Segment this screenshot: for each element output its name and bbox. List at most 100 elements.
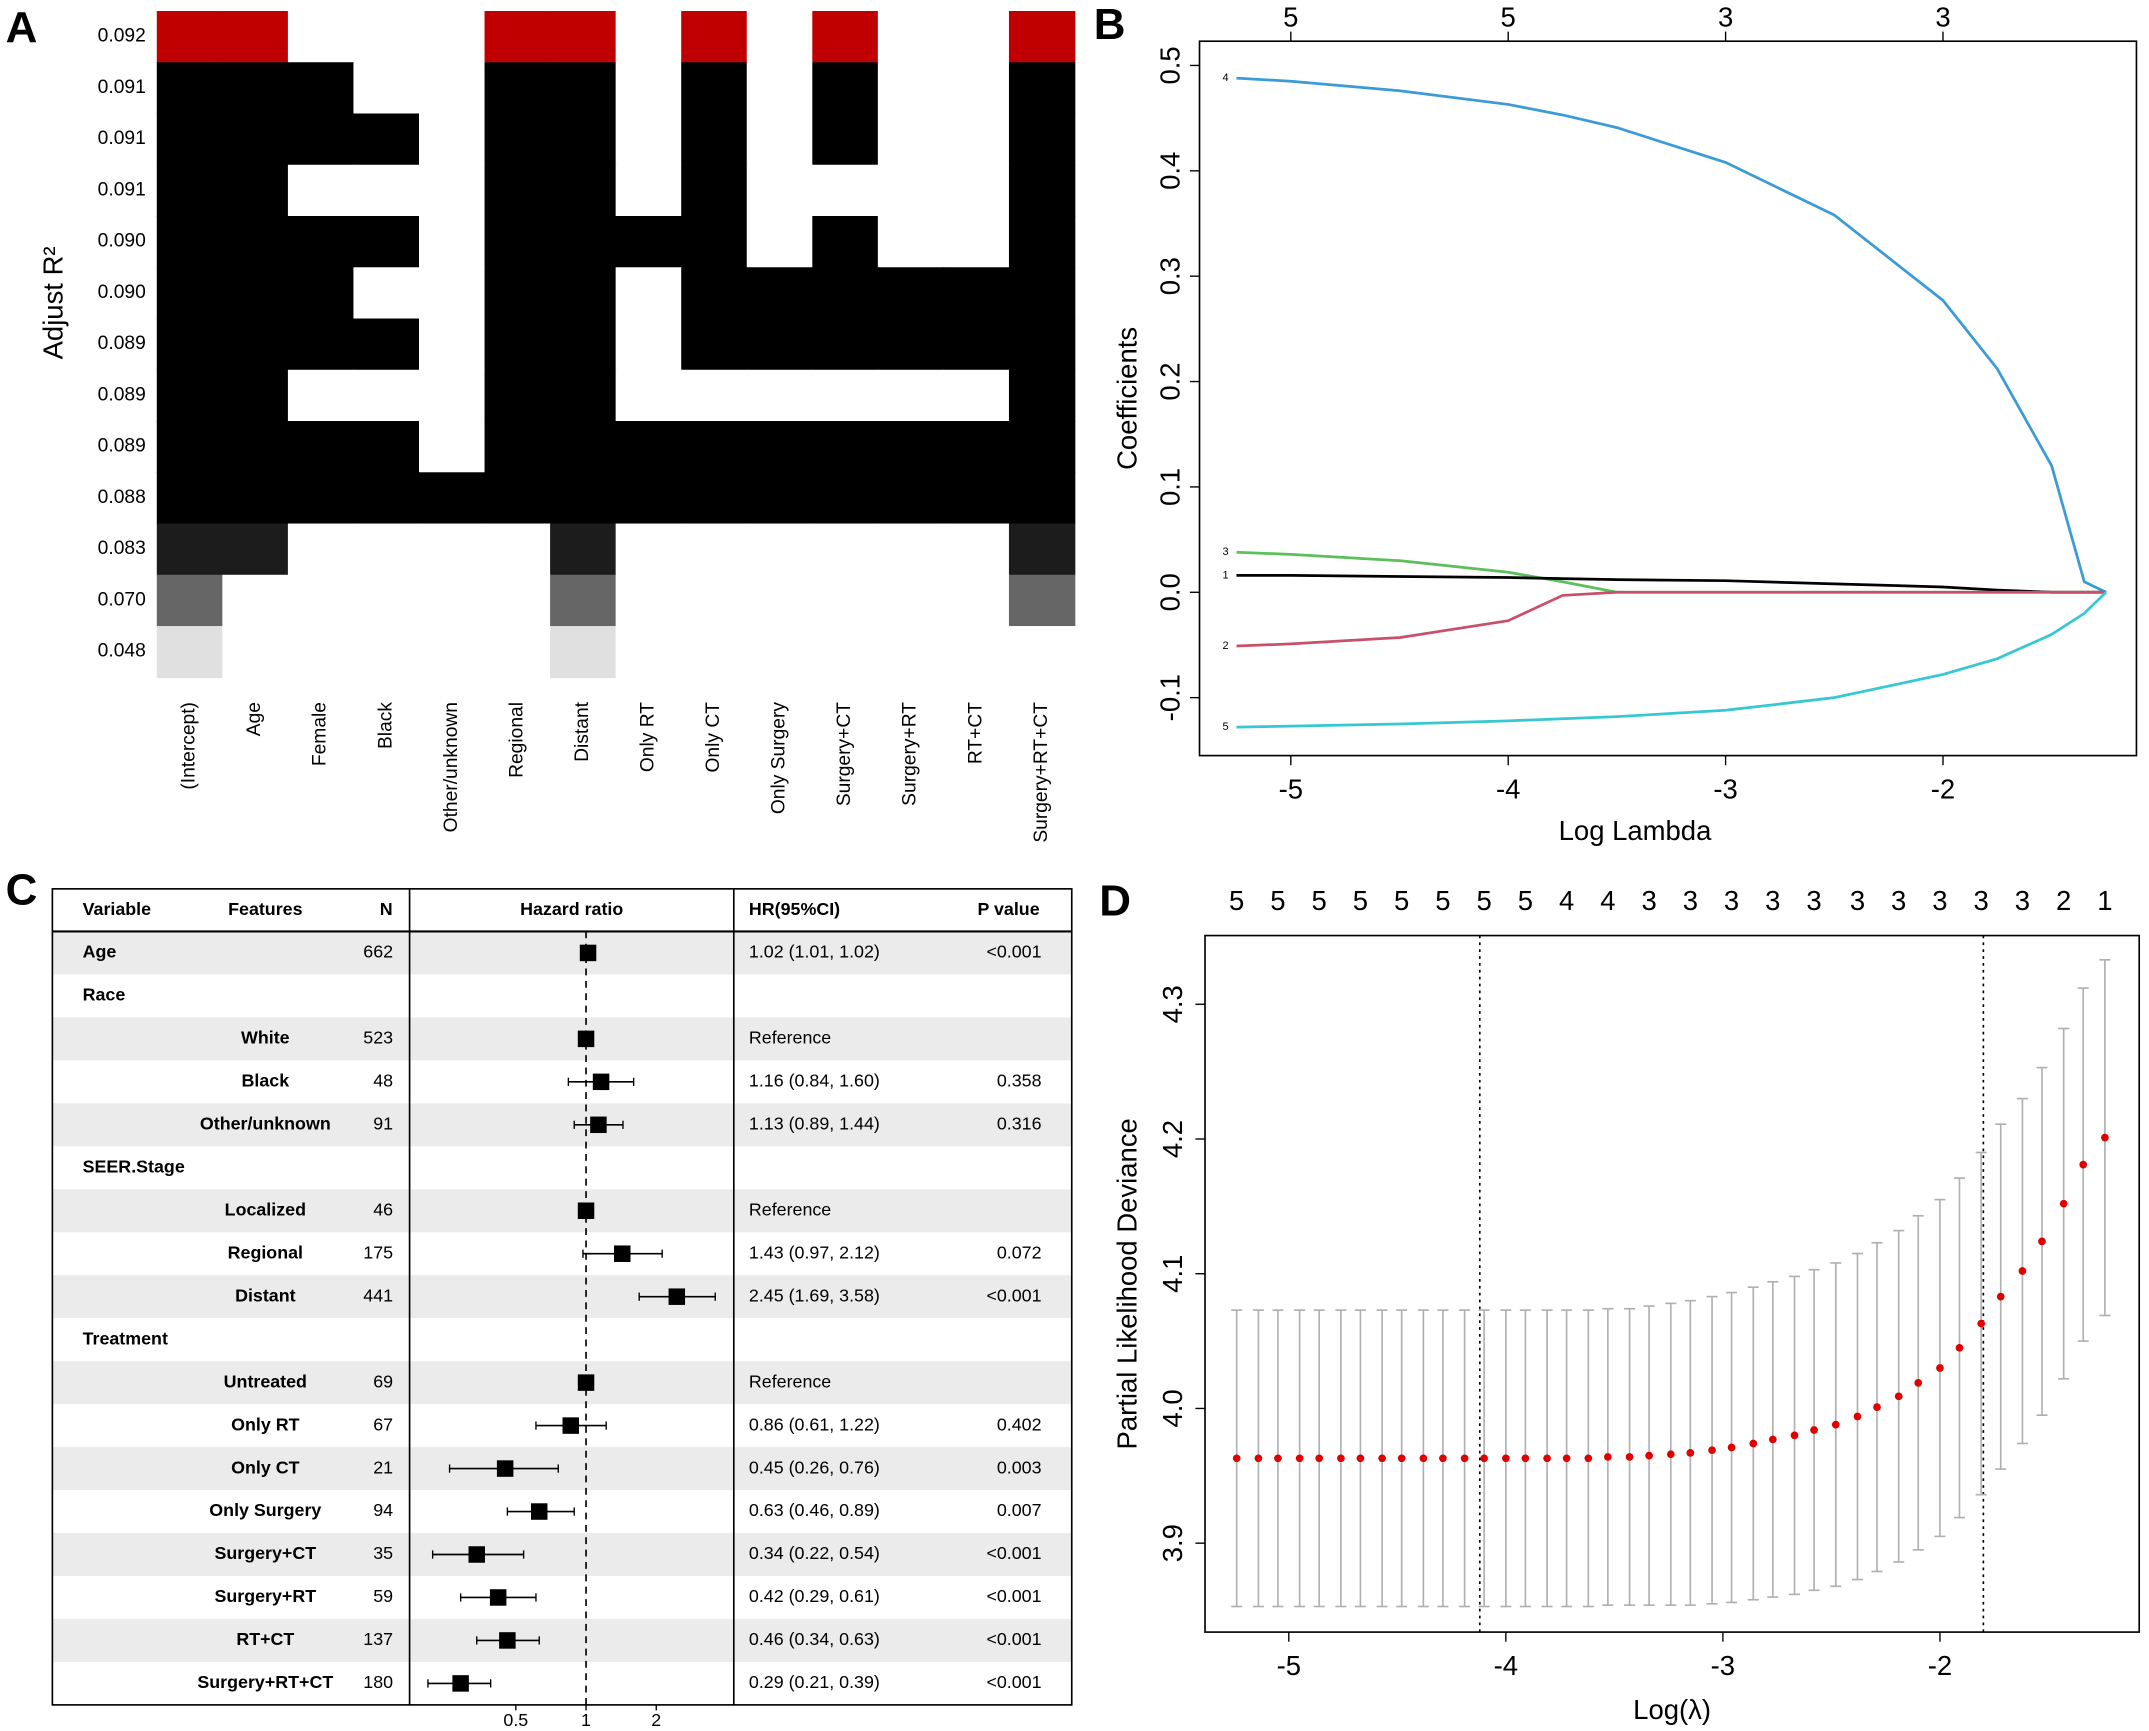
row-label: 0.090 xyxy=(98,282,146,303)
feature: Surgery+CT xyxy=(214,1543,316,1563)
hr-text: 0.63 (0.46, 0.89) xyxy=(749,1500,880,1520)
row-label: 0.089 xyxy=(98,384,146,405)
cell xyxy=(353,421,420,474)
cell xyxy=(681,62,748,115)
cell xyxy=(222,523,289,576)
cell xyxy=(1008,113,1076,166)
deviance-point xyxy=(1274,1454,1282,1463)
cell xyxy=(484,62,551,115)
count: 523 xyxy=(363,1028,393,1048)
x-tick-label: -5 xyxy=(1277,1650,1301,1681)
hr-text: 1.43 (0.97, 2.12) xyxy=(749,1242,880,1262)
top-tick-label: 3 xyxy=(1850,885,1865,916)
cell xyxy=(156,164,224,217)
y-tick-label: 4.1 xyxy=(1157,1255,1188,1293)
deviance-point xyxy=(1232,1454,1241,1463)
deviance-point xyxy=(1480,1454,1488,1463)
cell xyxy=(550,62,617,115)
cell xyxy=(353,216,420,269)
cell xyxy=(943,164,1010,217)
p-value: <0.001 xyxy=(986,1586,1041,1606)
row-label: 0.091 xyxy=(98,77,146,98)
y-tick-label: 0.5 xyxy=(1154,46,1185,84)
count: 441 xyxy=(363,1285,393,1305)
cell xyxy=(418,113,486,166)
cell xyxy=(1008,62,1076,115)
cell xyxy=(287,164,355,217)
top-tick-label: 3 xyxy=(1683,885,1698,916)
column-label: (Intercept) xyxy=(179,702,200,790)
cell xyxy=(812,318,879,371)
cell xyxy=(812,626,879,679)
plot-frame xyxy=(1204,934,2141,1633)
cell xyxy=(418,523,486,576)
column-label: Surgery+RT+CT xyxy=(1031,702,1052,843)
hr-point xyxy=(592,1073,610,1091)
top-tick-label: 3 xyxy=(1891,885,1906,916)
deviance-point xyxy=(1419,1454,1428,1463)
hr-point xyxy=(590,1116,607,1134)
cell xyxy=(222,62,289,115)
cell xyxy=(1008,523,1076,576)
series-label: 3 xyxy=(1223,546,1229,558)
row-stripe xyxy=(52,1017,1072,1061)
cell xyxy=(550,164,617,217)
panel-label: A xyxy=(6,3,38,52)
column-label: Only CT xyxy=(703,702,724,773)
deviance-point xyxy=(1810,1426,1818,1434)
count: 48 xyxy=(373,1071,393,1091)
deviance-point xyxy=(1853,1412,1862,1421)
cell xyxy=(550,113,617,166)
cell xyxy=(156,318,224,371)
deviance-point xyxy=(2059,1199,2068,1208)
deviance-point xyxy=(1790,1431,1799,1440)
cell xyxy=(615,113,683,166)
cell xyxy=(877,574,945,627)
y-tick-label: 4.0 xyxy=(1157,1389,1188,1427)
cell xyxy=(484,216,551,269)
deviance-point xyxy=(1356,1454,1365,1463)
deviance-point xyxy=(1562,1454,1571,1463)
column-label: Regional xyxy=(506,702,527,778)
p-value: 0.072 xyxy=(997,1242,1042,1262)
hr-text: Reference xyxy=(749,1371,831,1391)
cell xyxy=(222,421,289,474)
y-tick-label: 0.3 xyxy=(1154,257,1185,295)
series-label: 1 xyxy=(1223,569,1229,581)
cell xyxy=(353,626,420,679)
cell xyxy=(681,10,748,64)
cell xyxy=(550,318,617,371)
cell xyxy=(222,318,289,371)
cell xyxy=(287,113,355,166)
deviance-point xyxy=(1873,1403,1881,1411)
hr-text: 0.34 (0.22, 0.54) xyxy=(749,1543,880,1563)
cell xyxy=(812,62,879,115)
cell xyxy=(222,267,289,320)
cell xyxy=(812,574,879,627)
x-tick-label: 0.5 xyxy=(503,1710,528,1730)
deviance-point xyxy=(1768,1435,1777,1444)
hr-text: 0.29 (0.21, 0.39) xyxy=(749,1672,880,1692)
hr-point xyxy=(496,1460,514,1477)
top-tick-label: 5 xyxy=(1353,885,1368,916)
cell xyxy=(746,369,814,422)
cell xyxy=(550,472,617,525)
cell xyxy=(746,10,814,64)
cell xyxy=(812,523,879,576)
cell xyxy=(943,574,1010,627)
series-label: 4 xyxy=(1223,72,1229,84)
x-tick-label: -4 xyxy=(1494,1650,1518,1681)
cell xyxy=(812,216,879,269)
deviance-point xyxy=(1337,1454,1345,1463)
top-tick-label: 5 xyxy=(1229,885,1244,916)
cell xyxy=(812,267,879,320)
top-tick-label: 5 xyxy=(1394,885,1409,916)
cell xyxy=(943,10,1010,64)
row-label: 0.091 xyxy=(98,128,146,149)
cell xyxy=(287,472,355,525)
cell xyxy=(550,369,617,422)
hr-point xyxy=(614,1245,631,1262)
cell xyxy=(222,216,289,269)
count: 94 xyxy=(373,1500,393,1520)
deviance-point xyxy=(2038,1237,2046,1246)
